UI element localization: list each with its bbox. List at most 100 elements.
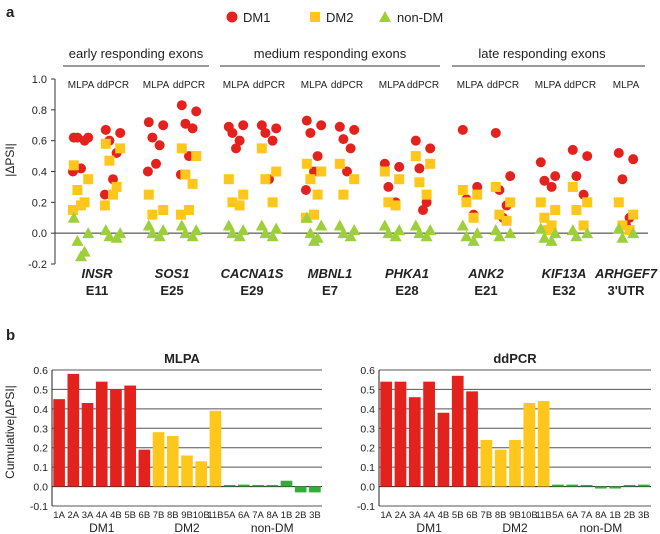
dm1-point — [99, 189, 110, 200]
dm2-point — [187, 178, 198, 189]
dm1-point — [578, 189, 589, 200]
bar-8B — [494, 449, 507, 487]
group-label: non-DM — [580, 521, 623, 534]
bar-6A — [238, 484, 250, 487]
dm1-point — [617, 174, 628, 185]
panel-a-y-tick-label: 0.2 — [32, 197, 47, 209]
nondm-point — [549, 227, 562, 239]
bar-3B — [637, 484, 650, 487]
panel-a-label: a — [6, 4, 15, 21]
gene-name: INSR — [81, 266, 113, 281]
column-label: ddPCR — [253, 80, 285, 91]
nondm-point — [413, 227, 426, 239]
gene-name: PHKA1 — [385, 266, 429, 281]
dm1-point — [305, 127, 316, 138]
y-tick-label: 0.3 — [33, 423, 48, 435]
column-label: ddPCR — [173, 80, 205, 91]
dm1-point — [582, 151, 593, 162]
nondm-point — [344, 230, 357, 242]
exon-name: E32 — [552, 283, 575, 298]
bar-1A — [53, 399, 65, 487]
panel-a-column-labels: MLPA ddPCR MLPA ddPCR MLPA ddPCR MLPA ddPCR MLPA… — [68, 80, 640, 91]
nondm-point — [333, 219, 346, 231]
dm2-point — [76, 200, 86, 211]
ddpcr-bar-chart: 0.60.50.40.30.20.10.0-0.11A 2A 3A 4A 4B 5B 6B 7… — [357, 365, 651, 534]
nondm-point — [420, 230, 433, 242]
bar-8A — [595, 486, 607, 489]
dm1-point — [256, 120, 267, 131]
bar-9B — [509, 439, 521, 487]
x-tick-label: 1B — [609, 510, 621, 521]
bar-3A — [408, 397, 421, 487]
x-tick-label: 8B — [167, 510, 179, 521]
nondm-point — [222, 219, 235, 231]
y-tick-label: -0.1 — [357, 501, 375, 513]
x-tick-label: 10B — [521, 510, 538, 521]
dm2-point — [256, 143, 267, 154]
x-tick-label: 3A — [82, 510, 94, 521]
mlpa-chart-title: MLPA — [164, 351, 200, 366]
nondm-point — [233, 230, 246, 242]
group-medium-label: medium responding exons — [254, 46, 407, 61]
bar-7A — [252, 484, 264, 487]
bar-6B — [466, 391, 478, 487]
column-label: ddPCR — [331, 80, 363, 91]
dm2-point — [223, 174, 234, 185]
dm2-point — [309, 209, 319, 220]
dm2-point — [301, 158, 312, 169]
dm2-point — [421, 189, 432, 200]
nondm-point — [504, 227, 517, 239]
x-tick-label: 6A — [566, 510, 578, 521]
bar-4A — [95, 381, 108, 487]
x-tick-label: 11B — [536, 510, 552, 521]
dm1-point — [472, 181, 483, 192]
x-tick-label: 8B — [495, 510, 507, 521]
bar-3B — [309, 486, 321, 493]
dm2-point — [394, 174, 405, 185]
nondm-point — [110, 231, 123, 243]
nondm-point — [67, 211, 80, 223]
dm2-point — [457, 185, 468, 195]
dm2-point — [305, 174, 316, 185]
y-tick-label: 0.2 — [33, 443, 48, 455]
bar-7B — [480, 439, 493, 487]
group-early-label: early responding exons — [69, 46, 204, 61]
bar-5B — [451, 375, 464, 487]
dm1-point — [349, 124, 360, 135]
dm2-point — [227, 197, 238, 208]
nondm-point — [389, 230, 402, 242]
legend-dm1-marker — [226, 11, 238, 23]
dm1-point — [234, 135, 245, 146]
dm2-point — [260, 174, 271, 185]
dm1-point — [312, 151, 323, 162]
x-tick-label: 1B — [281, 510, 293, 521]
exon-name: E7 — [322, 283, 338, 298]
dm2-point — [72, 185, 83, 195]
group-label: DM1 — [89, 521, 115, 534]
x-tick-label: 8A — [266, 510, 278, 521]
dm2-point — [490, 181, 501, 192]
dm2-point — [535, 197, 546, 208]
bar-8B — [166, 436, 179, 487]
nondm-point — [179, 227, 192, 239]
x-tick-label: 2A — [395, 510, 407, 521]
dm1-point — [383, 181, 394, 192]
dm1-point — [108, 174, 118, 185]
panel-a-y-tick-label: 0.0 — [32, 228, 47, 240]
dm1-point — [79, 135, 90, 146]
dm2-point — [501, 215, 512, 226]
nondm-point — [266, 230, 279, 242]
dm1-point — [227, 127, 238, 138]
exon-name: 3'UTR — [607, 283, 645, 298]
bar-2B — [623, 484, 636, 487]
exon-name: E29 — [240, 283, 263, 298]
y-tick-label: 0.0 — [360, 482, 375, 494]
dm2-point — [180, 169, 191, 180]
legend: DM1 DM2 non-DM — [226, 10, 443, 25]
dm1-point — [158, 120, 169, 131]
dm2-point — [383, 197, 394, 208]
bar-6B — [138, 449, 151, 487]
nondm-point — [308, 234, 320, 246]
dm2-point — [238, 189, 249, 200]
dm1-point — [394, 161, 405, 172]
